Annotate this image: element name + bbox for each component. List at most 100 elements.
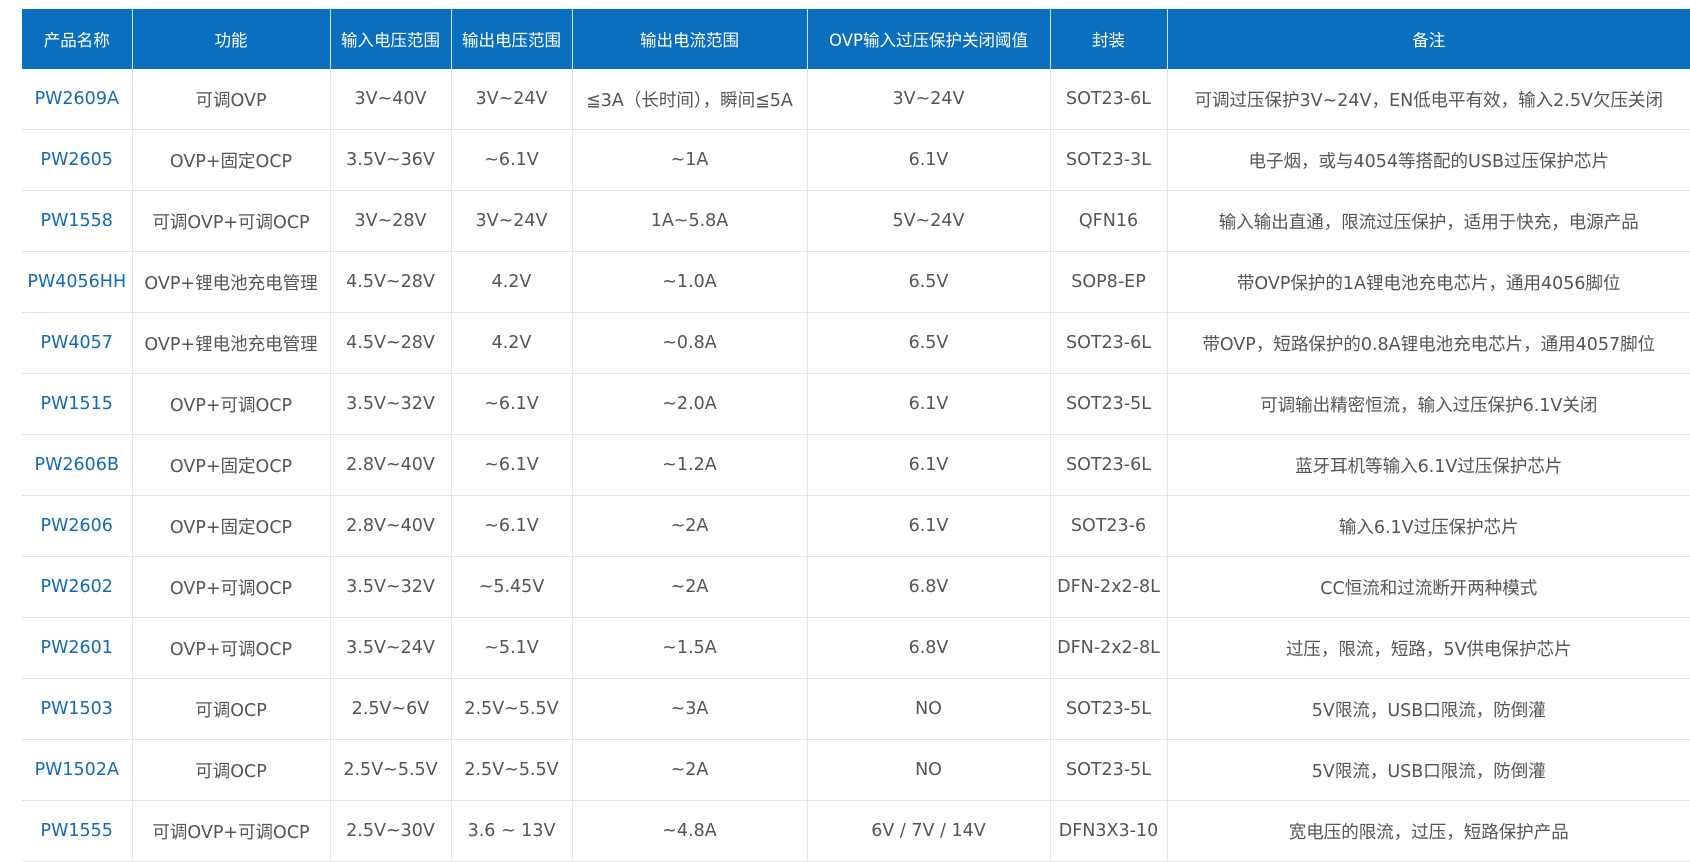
- cell-ovp-threshold: NO: [807, 678, 1051, 740]
- cell-package: SOT23-5L: [1050, 739, 1168, 801]
- cell-output-current: ~0.8A: [572, 312, 808, 374]
- cell-input-voltage: 3.5V~36V: [330, 129, 452, 191]
- cell-output-current: ~1.2A: [572, 434, 808, 496]
- cell-output-voltage: 3V~24V: [451, 190, 573, 252]
- cell-product-name: PW2605: [22, 129, 133, 191]
- table-row: PW2606B OVP+固定OCP 2.8V~40V ~6.1V ~1.2A 6.1V SO…: [22, 434, 1690, 496]
- cell-package: QFN16: [1050, 190, 1168, 252]
- cell-function: OVP+可调OCP: [132, 373, 331, 435]
- cell-input-voltage: 3.5V~32V: [330, 556, 452, 618]
- cell-package: SOT23-6L: [1050, 434, 1168, 496]
- cell-product-name: PW4056HH: [22, 251, 133, 313]
- header-output-current: 输出电流范围: [572, 9, 808, 69]
- cell-product-name: PW1558: [22, 190, 133, 252]
- cell-output-current: 1A~5.8A: [572, 190, 808, 252]
- cell-product-name: PW1515: [22, 373, 133, 435]
- cell-output-current: ~2.0A: [572, 373, 808, 435]
- cell-note: 过压，限流，短路，5V供电保护芯片: [1167, 617, 1690, 679]
- cell-function: 可调OCP: [132, 678, 331, 740]
- cell-ovp-threshold: NO: [807, 739, 1051, 801]
- cell-product-name: PW2606: [22, 495, 133, 557]
- cell-package: DFN-2x2-8L: [1050, 556, 1168, 618]
- cell-input-voltage: 4.5V~28V: [330, 251, 452, 313]
- cell-output-voltage: 2.5V~5.5V: [451, 739, 573, 801]
- header-product-name: 产品名称: [22, 9, 133, 69]
- cell-package: SOT23-6L: [1050, 69, 1168, 130]
- product-link[interactable]: PW1502A: [34, 760, 119, 780]
- cell-note: 宽电压的限流，过压，短路保护产品: [1167, 800, 1690, 862]
- product-link[interactable]: PW2609A: [34, 89, 119, 109]
- product-link[interactable]: PW2606B: [34, 455, 119, 475]
- cell-function: 可调OCP: [132, 739, 331, 801]
- cell-input-voltage: 3.5V~24V: [330, 617, 452, 679]
- cell-package: DFN3X3-10: [1050, 800, 1168, 862]
- cell-output-current: ≦3A（长时间），瞬间≦5A: [572, 69, 808, 130]
- cell-output-current: ~3A: [572, 678, 808, 740]
- cell-note: 5V限流，USB口限流，防倒灌: [1167, 739, 1690, 801]
- cell-function: 可调OVP: [132, 69, 331, 130]
- cell-output-current: ~1.5A: [572, 617, 808, 679]
- cell-input-voltage: 3V~40V: [330, 69, 452, 130]
- cell-note: 带OVP保护的1A锂电池充电芯片，通用4056脚位: [1167, 251, 1690, 313]
- product-link[interactable]: PW4056HH: [27, 272, 127, 292]
- product-link[interactable]: PW1515: [40, 394, 113, 414]
- cell-output-voltage: ~5.45V: [451, 556, 573, 618]
- cell-note: 可调过压保护3V~24V，EN低电平有效，输入2.5V欠压关闭: [1167, 69, 1690, 130]
- cell-note: 蓝牙耳机等输入6.1V过压保护芯片: [1167, 434, 1690, 496]
- cell-output-current: ~2A: [572, 739, 808, 801]
- table-row: PW2601 OVP+可调OCP 3.5V~24V ~5.1V ~1.5A 6.8V DFN…: [22, 617, 1690, 679]
- cell-ovp-threshold: 6.1V: [807, 129, 1051, 191]
- cell-output-voltage: ~6.1V: [451, 373, 573, 435]
- cell-output-voltage: 4.2V: [451, 251, 573, 313]
- table-row: PW2609A 可调OVP 3V~40V 3V~24V ≦3A（长时间），瞬间≦5A 3V…: [22, 69, 1690, 130]
- cell-output-voltage: ~6.1V: [451, 434, 573, 496]
- cell-ovp-threshold: 6.5V: [807, 312, 1051, 374]
- table-row: PW1555 可调OVP+可调OCP 2.5V~30V 3.6 ~ 13V ~4.8A 6…: [22, 800, 1690, 862]
- product-link[interactable]: PW2601: [40, 638, 113, 658]
- table-row: PW1515 OVP+可调OCP 3.5V~32V ~6.1V ~2.0A 6.1V SOT…: [22, 373, 1690, 435]
- cell-product-name: PW1503: [22, 678, 133, 740]
- cell-output-voltage: ~6.1V: [451, 129, 573, 191]
- cell-note: 输入6.1V过压保护芯片: [1167, 495, 1690, 557]
- product-link[interactable]: PW2605: [40, 150, 113, 170]
- cell-output-voltage: 3V~24V: [451, 69, 573, 130]
- product-link[interactable]: PW1503: [40, 699, 113, 719]
- cell-function: OVP+固定OCP: [132, 495, 331, 557]
- cell-package: SOT23-5L: [1050, 373, 1168, 435]
- cell-note: 带OVP，短路保护的0.8A锂电池充电芯片，通用4057脚位: [1167, 312, 1690, 374]
- cell-function: OVP+固定OCP: [132, 129, 331, 191]
- cell-ovp-threshold: 6.8V: [807, 617, 1051, 679]
- cell-ovp-threshold: 6.1V: [807, 373, 1051, 435]
- cell-input-voltage: 3V~28V: [330, 190, 452, 252]
- cell-input-voltage: 2.8V~40V: [330, 495, 452, 557]
- cell-output-voltage: 4.2V: [451, 312, 573, 374]
- cell-package: SOT23-5L: [1050, 678, 1168, 740]
- cell-input-voltage: 2.8V~40V: [330, 434, 452, 496]
- product-link[interactable]: PW4057: [40, 333, 113, 353]
- table-row: PW2605 OVP+固定OCP 3.5V~36V ~6.1V ~1A 6.1V SOT23…: [22, 129, 1690, 191]
- cell-ovp-threshold: 6.5V: [807, 251, 1051, 313]
- header-ovp-threshold: OVP输入过压保护关闭阈值: [807, 9, 1051, 69]
- cell-input-voltage: 3.5V~32V: [330, 373, 452, 435]
- product-link[interactable]: PW1558: [40, 211, 113, 231]
- cell-output-voltage: 3.6 ~ 13V: [451, 800, 573, 862]
- cell-product-name: PW2606B: [22, 434, 133, 496]
- header-package: 封装: [1050, 9, 1168, 69]
- cell-note: 电子烟，或与4054等搭配的USB过压保护芯片: [1167, 129, 1690, 191]
- cell-product-name: PW2601: [22, 617, 133, 679]
- table-header: 产品名称 功能 输入电压范围 输出电压范围 输出电流范围 OVP输入过压保护关闭…: [22, 9, 1690, 69]
- cell-ovp-threshold: 6V / 7V / 14V: [807, 800, 1051, 862]
- cell-function: OVP+可调OCP: [132, 617, 331, 679]
- table-row: PW2606 OVP+固定OCP 2.8V~40V ~6.1V ~2A 6.1V SOT23…: [22, 495, 1690, 557]
- cell-input-voltage: 2.5V~30V: [330, 800, 452, 862]
- product-link[interactable]: PW1555: [40, 821, 113, 841]
- cell-output-current: ~1A: [572, 129, 808, 191]
- cell-output-voltage: ~6.1V: [451, 495, 573, 557]
- cell-input-voltage: 4.5V~28V: [330, 312, 452, 374]
- product-link[interactable]: PW2602: [40, 577, 113, 597]
- cell-output-current: ~4.8A: [572, 800, 808, 862]
- cell-function: OVP+锂电池充电管理: [132, 312, 331, 374]
- cell-ovp-threshold: 3V~24V: [807, 69, 1051, 130]
- table-row: PW4056HH OVP+锂电池充电管理 4.5V~28V 4.2V ~1.0A 6.5V…: [22, 251, 1690, 313]
- product-link[interactable]: PW2606: [40, 516, 113, 536]
